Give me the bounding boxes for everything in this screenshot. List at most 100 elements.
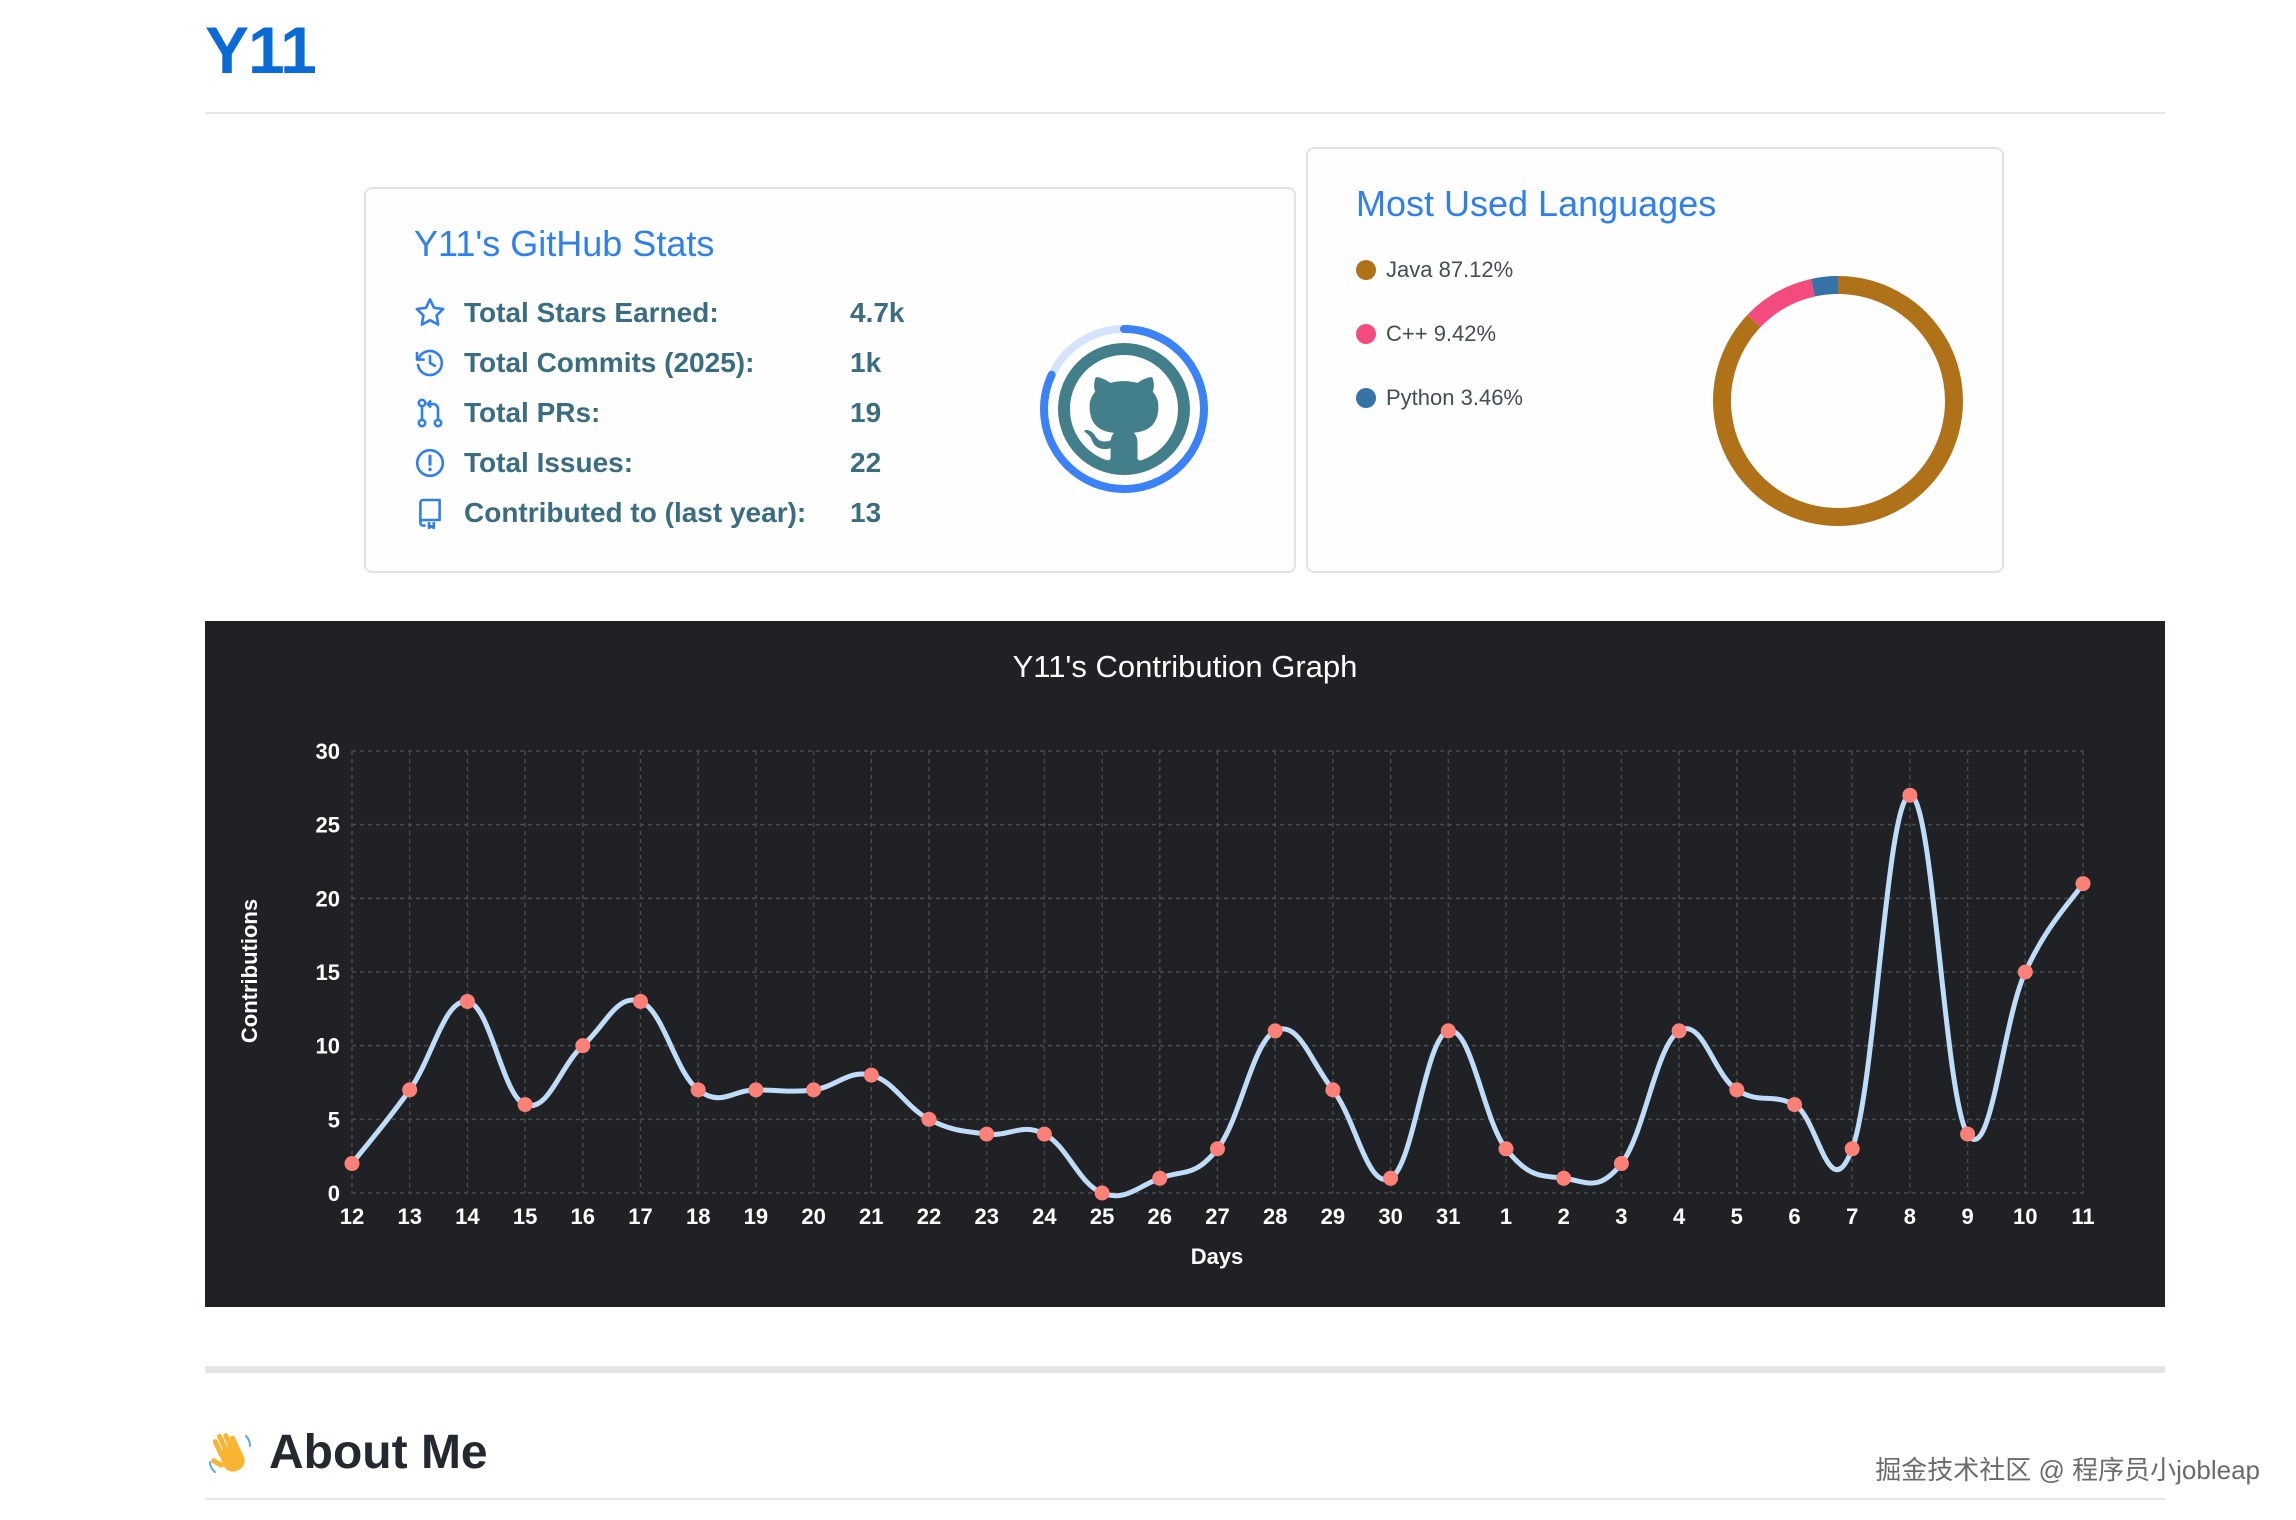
star-icon [415, 298, 445, 326]
data-point-4 [1671, 1023, 1687, 1039]
x-tick-label: 7 [1846, 1204, 1858, 1229]
stat-label: Total Issues: [464, 447, 634, 478]
data-point-14 [459, 993, 475, 1009]
stats-card-title: Y11's GitHub Stats [414, 223, 715, 264]
waving-hand-icon [209, 1432, 251, 1473]
donut-slice-cpp [1747, 278, 1816, 328]
issue-icon [415, 448, 445, 478]
x-tick-label: 9 [1961, 1204, 1973, 1229]
languages-card: Most Used Languages Java 87.12% C++ 9.42… [1306, 147, 2004, 573]
data-point-28 [1267, 1023, 1283, 1039]
stat-value: 1k [850, 347, 882, 378]
data-point-20 [806, 1082, 822, 1098]
x-tick-label: 15 [513, 1204, 537, 1229]
x-tick-label: 10 [2013, 1204, 2037, 1229]
python-color-dot [1356, 388, 1376, 408]
repo-icon [419, 498, 441, 529]
contribution-graph-svg: Y11's Contribution Graph Days Contributi… [237, 649, 2095, 1269]
x-tick-label: 11 [2071, 1204, 2094, 1229]
x-tick-label: 23 [974, 1204, 998, 1229]
data-point-26 [1152, 1170, 1168, 1186]
data-point-25 [1094, 1185, 1110, 1201]
x-tick-label: 12 [340, 1204, 364, 1229]
x-tick-label: 19 [744, 1204, 768, 1229]
y-axis-ticks: 0 5 10 15 20 25 30 [316, 739, 340, 1206]
title-divider [205, 112, 2165, 114]
x-tick-label: 6 [1788, 1204, 1800, 1229]
stats-ring [1040, 325, 1208, 493]
lang-label: Python 3.46% [1386, 385, 1523, 410]
data-point-2 [1556, 1170, 1572, 1186]
stat-label: Total Commits (2025): [464, 347, 755, 378]
data-point-7 [1844, 1141, 1860, 1157]
data-point-8 [1902, 787, 1918, 803]
x-tick-label: 2 [1558, 1204, 1570, 1229]
donut-slice-java [1713, 276, 1963, 526]
data-point-31 [1440, 1023, 1456, 1039]
data-point-11 [2075, 876, 2091, 892]
x-tick-label: 30 [1378, 1204, 1402, 1229]
x-tick-label: 16 [571, 1204, 595, 1229]
x-tick-label: 20 [801, 1204, 825, 1229]
data-point-30 [1383, 1170, 1399, 1186]
x-tick-label: 4 [1673, 1204, 1686, 1229]
lang-label: Java 87.12% [1386, 257, 1514, 282]
github-stats-card: Y11's GitHub Stats Total Stars Earned: 4… [364, 187, 1296, 573]
about-me-title: About Me [269, 1426, 488, 1479]
contribution-graph: Y11's Contribution Graph Days Contributi… [205, 621, 2165, 1307]
x-tick-label: 26 [1148, 1204, 1172, 1229]
x-axis-ticks: 12 13 14 15 16 17 18 19 20 21 22 23 24 25 26 27 28 29 30 31… [340, 1204, 2095, 1229]
lang-item-java: Java 87.12% [1356, 257, 1513, 283]
x-axis-label: Days [1191, 1244, 1244, 1269]
chart-title: Y11's Contribution Graph [1013, 649, 1358, 684]
data-point-6 [1787, 1097, 1802, 1113]
stat-value: 4.7k [850, 297, 905, 328]
stat-row-commits: Total Commits (2025): 1k [414, 343, 881, 383]
lang-item-cpp: C++ 9.42% [1356, 321, 1496, 347]
y-tick-label: 0 [328, 1181, 340, 1206]
donut-slice-python [1811, 276, 1839, 297]
chart-grid [351, 750, 2084, 1194]
cpp-color-dot [1356, 324, 1376, 344]
y-tick-label: 10 [316, 1034, 340, 1059]
stat-label: Total Stars Earned: [464, 297, 719, 328]
data-point-9 [1960, 1126, 1976, 1142]
y-tick-label: 30 [316, 739, 340, 764]
x-tick-label: 17 [628, 1204, 652, 1229]
x-tick-label: 8 [1904, 1204, 1916, 1229]
data-point-17 [633, 993, 648, 1009]
y-tick-label: 15 [316, 960, 340, 985]
languages-card-title: Most Used Languages [1356, 183, 1717, 224]
data-point-21 [863, 1067, 879, 1083]
x-tick-label: 25 [1090, 1204, 1114, 1229]
watermark: 掘金技术社区 @ 程序员小jobleap [1875, 1455, 2260, 1485]
data-point-29 [1325, 1082, 1341, 1098]
data-point-22 [921, 1111, 937, 1127]
x-tick-label: 13 [397, 1204, 421, 1229]
about-me-heading: About Me [205, 1425, 488, 1480]
data-point-10 [2017, 964, 2033, 980]
stat-row-contributed: Contributed to (last year): 13 [414, 493, 881, 533]
stat-row-issues: Total Issues: 22 [414, 443, 881, 483]
data-point-27 [1210, 1141, 1225, 1157]
stat-value: 22 [850, 447, 882, 478]
stat-row-prs: Total PRs: 19 [414, 393, 881, 433]
x-tick-label: 21 [859, 1204, 883, 1229]
x-tick-label: 18 [686, 1204, 710, 1229]
languages-donut-chart [1713, 276, 1963, 526]
stat-label: Total PRs: [464, 397, 601, 428]
y-tick-label: 20 [316, 886, 340, 911]
stat-value: 13 [850, 497, 882, 528]
x-tick-label: 31 [1436, 1204, 1460, 1229]
x-tick-label: 27 [1205, 1204, 1229, 1229]
page-title: Y11 [205, 13, 317, 87]
data-point-1 [1498, 1141, 1514, 1157]
lang-label: C++ 9.42% [1386, 321, 1497, 346]
contributions-series-points [344, 787, 2091, 1201]
github-octocat-icon [1058, 343, 1190, 475]
x-tick-label: 24 [1032, 1204, 1057, 1229]
y-tick-label: 25 [316, 813, 340, 838]
stat-label: Contributed to (last year): [464, 497, 807, 528]
section-divider [205, 1366, 2165, 1373]
data-point-24 [1036, 1126, 1052, 1142]
